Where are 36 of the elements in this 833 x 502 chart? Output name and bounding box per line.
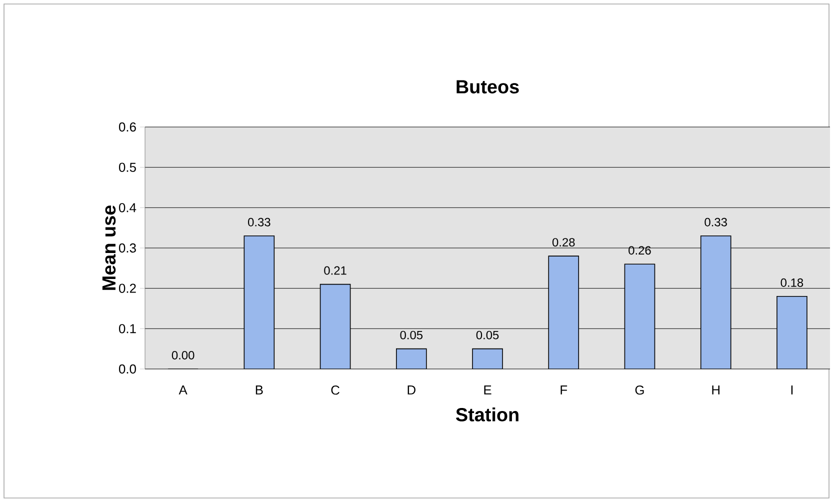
data-label: 0.05 (476, 330, 499, 340)
y-tick-label: 0.2 (118, 284, 136, 293)
x-tick-label: B (256, 386, 263, 394)
bar (396, 348, 427, 369)
bar (700, 235, 732, 369)
x-axis-title: Station (456, 408, 518, 422)
data-label: 0.28 (552, 238, 575, 247)
x-tick-label: E (484, 386, 492, 394)
y-tick-label: 0.3 (118, 243, 136, 253)
bar (472, 348, 503, 369)
chart-title: Buteos (456, 80, 519, 94)
data-label: 0.26 (628, 246, 651, 255)
y-tick-label: 0.5 (118, 162, 136, 172)
x-tick-label: A (178, 386, 188, 394)
bar (320, 284, 351, 369)
data-label: 0.18 (780, 278, 804, 287)
data-label: 0.05 (400, 330, 423, 340)
x-tick-label: H (712, 386, 720, 394)
bar (624, 264, 656, 369)
x-tick-label: G (635, 386, 644, 395)
y-tick-label: 0.0 (118, 364, 136, 374)
data-label: 0.33 (704, 218, 727, 226)
y-axis-title: Mean use (102, 206, 116, 290)
bar (776, 296, 808, 369)
x-tick-label: F (560, 386, 568, 394)
y-tick-label: 0.6 (118, 122, 136, 132)
data-label: 0.00 (172, 351, 194, 360)
bar (548, 256, 580, 369)
bar (244, 235, 275, 369)
x-tick-label: I (791, 386, 793, 394)
x-tick-label: C (331, 386, 340, 395)
data-label: 0.21 (324, 266, 346, 275)
x-tick-label: D (408, 386, 416, 394)
data-label: 0.33 (248, 218, 270, 226)
y-tick-label: 0.1 (118, 324, 136, 334)
y-tick-label: 0.4 (118, 203, 136, 212)
